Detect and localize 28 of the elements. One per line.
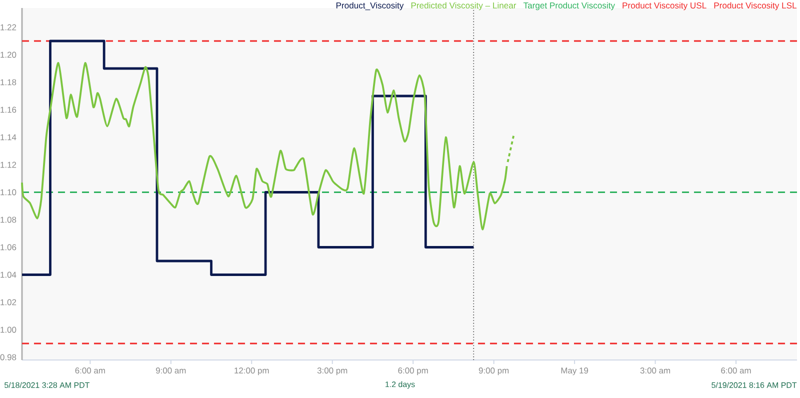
x-tick-label: 9:00 pm xyxy=(478,368,509,376)
y-tick-label: 1.10 xyxy=(0,189,16,196)
y-tick-label: 1.12 xyxy=(0,162,16,168)
y-tick-label: 1.14 xyxy=(0,134,16,140)
ref-line-label: Product Viscosity USL xyxy=(622,2,706,10)
x-tick-label: 3:00 pm xyxy=(317,368,348,376)
x-tick-label: 6:00 am xyxy=(721,368,751,374)
y-tick-label: 1.04 xyxy=(0,272,16,278)
y-tick-label: 1.16 xyxy=(0,106,16,113)
x-tick-label: 3:00 am xyxy=(640,368,670,374)
line-series xyxy=(21,62,508,230)
y-tick-label: 0.98 xyxy=(0,354,16,360)
ref-line-label: Product Viscosity LSL xyxy=(714,2,797,10)
x-tick-label: 6:00 am xyxy=(75,368,105,374)
text: Predicted Viscosity – Linear xyxy=(411,2,516,10)
y-tick-label: 1.08 xyxy=(0,216,16,223)
ref-line-label: Target Product Viscosity xyxy=(523,2,615,10)
x-tick-label: May 19 xyxy=(561,368,588,376)
y-tick-label: 1.06 xyxy=(0,244,16,250)
x-tick-label: 12:00 pm xyxy=(234,368,269,376)
x-tick-label: 9:00 am xyxy=(156,368,186,374)
y-tick-label: 1.22 xyxy=(0,24,16,30)
y-tick-label: 1.20 xyxy=(0,52,16,58)
y-tick-label: 1.02 xyxy=(0,299,16,306)
y-tick-label: 1.18 xyxy=(0,79,16,86)
text: Product_Viscosity xyxy=(336,2,404,10)
x-tick-label: 6:00 pm xyxy=(398,368,428,376)
y-tick-label: 1.00 xyxy=(0,326,16,333)
